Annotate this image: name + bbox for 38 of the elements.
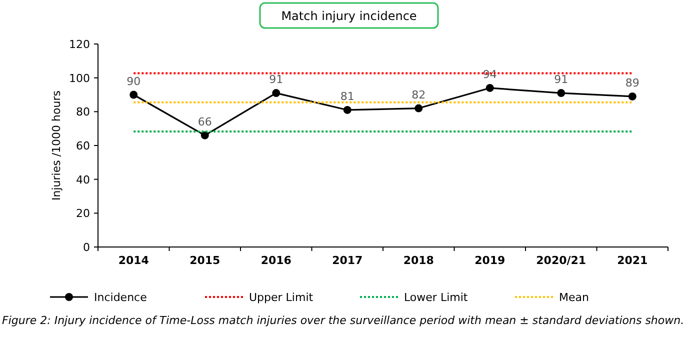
- legend-label: Lower Limit: [404, 291, 468, 304]
- legend-label: Mean: [559, 291, 589, 304]
- data-label: 91: [269, 73, 284, 86]
- point: [414, 104, 423, 112]
- data-label: 90: [126, 74, 141, 88]
- data-label: 89: [625, 76, 640, 90]
- x-tick-label: 2015: [190, 254, 220, 267]
- point: [628, 92, 636, 100]
- x-tick-label: 2018: [403, 254, 434, 267]
- data-label: 82: [412, 88, 426, 102]
- chart-title: Match injury incidence: [281, 9, 417, 23]
- legend-label: Upper Limit: [249, 291, 314, 304]
- point: [130, 90, 138, 99]
- point: [343, 106, 352, 114]
- x-tick-label: 2021: [617, 254, 648, 267]
- data-label: 91: [554, 73, 568, 86]
- y-tick-label: 80: [76, 106, 90, 119]
- x-tick-label: 2016: [260, 254, 292, 267]
- y-tick-label: 120: [69, 38, 90, 51]
- y-tick-label: 40: [76, 173, 90, 186]
- x-tick-label: 2020/21: [536, 254, 586, 267]
- legend-label: Incidence: [94, 291, 148, 304]
- y-tick-label: 20: [76, 207, 90, 220]
- point: [272, 89, 280, 98]
- x-tick-label: 2017: [332, 254, 363, 267]
- point: [486, 84, 494, 92]
- caption: Figure 2: Injury incidence of Time-Loss match injuries over the surveillance period with mean ± standard deviations shown.: [2, 314, 686, 328]
- x-tick-label: 2019: [474, 254, 506, 267]
- point: [557, 89, 566, 98]
- x-tick-label: 2014: [118, 254, 150, 267]
- data-label: 94: [482, 68, 497, 81]
- data-label: 66: [198, 115, 212, 128]
- y-tick-label: 60: [76, 140, 90, 152]
- y-axis-title: Injuries /1000 hours: [50, 90, 63, 200]
- y-tick-label: 0: [83, 241, 90, 254]
- point: [200, 131, 209, 140]
- y-tick-label: 100: [69, 72, 90, 85]
- data-label: 81: [340, 90, 354, 103]
